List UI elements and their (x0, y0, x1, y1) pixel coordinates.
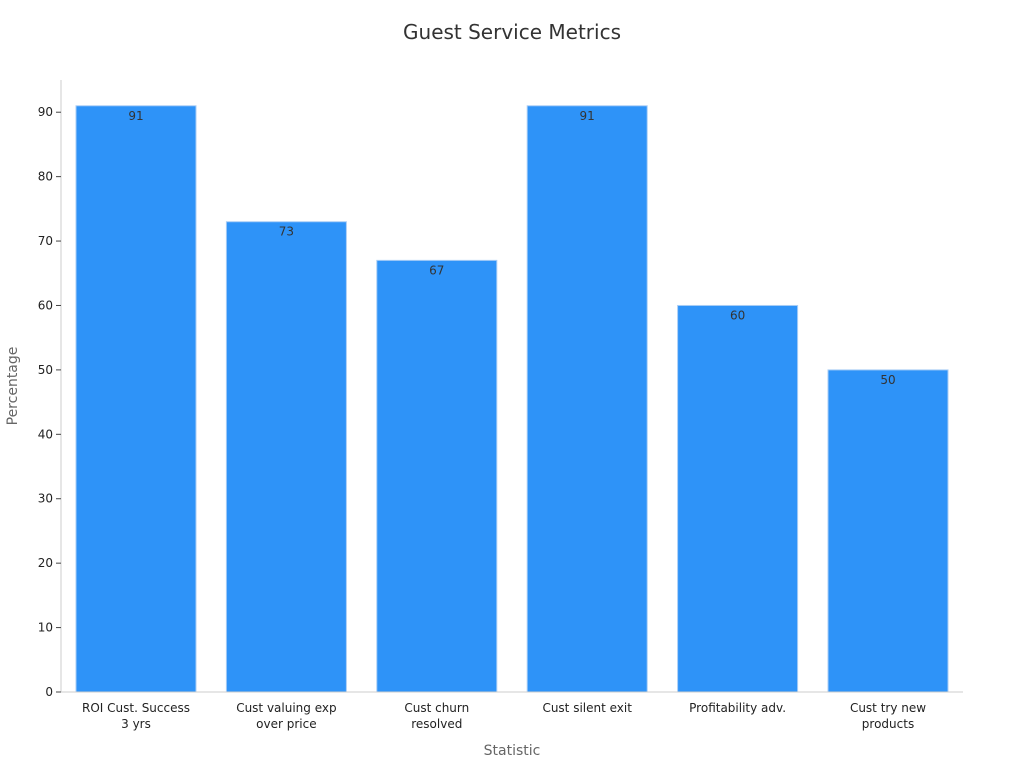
x-tick-label: Cust valuing exp over price (236, 701, 336, 731)
bar-value-label: 91 (580, 109, 595, 123)
bar (225, 221, 347, 693)
y-tick-label: 90 (38, 105, 53, 119)
y-tick-label: 40 (38, 427, 53, 441)
chart-title: Guest Service Metrics (403, 20, 621, 44)
y-tick-label: 50 (38, 363, 53, 377)
bar-value-label: 91 (128, 109, 143, 123)
bar (677, 304, 799, 693)
y-tick-label: 20 (38, 556, 53, 570)
y-tick-label: 10 (38, 621, 53, 635)
bar (75, 105, 197, 693)
bar (827, 369, 949, 693)
bar-value-label: 67 (429, 263, 444, 277)
bar (526, 105, 648, 693)
bars-layer: 91 73 67 91 60 50 (75, 105, 949, 693)
x-tick-label: ROI Cust. Success 3 yrs (82, 701, 190, 731)
x-axis-title: Statistic (484, 743, 541, 759)
y-tick-label: 0 (45, 685, 53, 699)
y-tick-label: 30 (38, 492, 53, 506)
bar (376, 259, 498, 693)
y-tick-label: 60 (38, 298, 53, 312)
x-tick-label: Cust silent exit (542, 701, 632, 715)
y-tick-label: 70 (38, 234, 53, 248)
x-tick-label: Profitability adv. (689, 701, 786, 715)
bar-value-label: 60 (730, 308, 745, 322)
axes-layer: 0 10 20 30 40 50 60 70 80 90 ROI Cust. Success 3 yr… (38, 80, 963, 731)
y-tick-label: 80 (38, 170, 53, 184)
bar-value-label: 50 (880, 373, 895, 387)
x-tick-label: Cust churn resolved (404, 701, 469, 731)
bar-value-label: 73 (279, 225, 294, 239)
x-tick-label: Cust try new products (850, 701, 926, 731)
y-axis-title: Percentage (5, 347, 21, 426)
